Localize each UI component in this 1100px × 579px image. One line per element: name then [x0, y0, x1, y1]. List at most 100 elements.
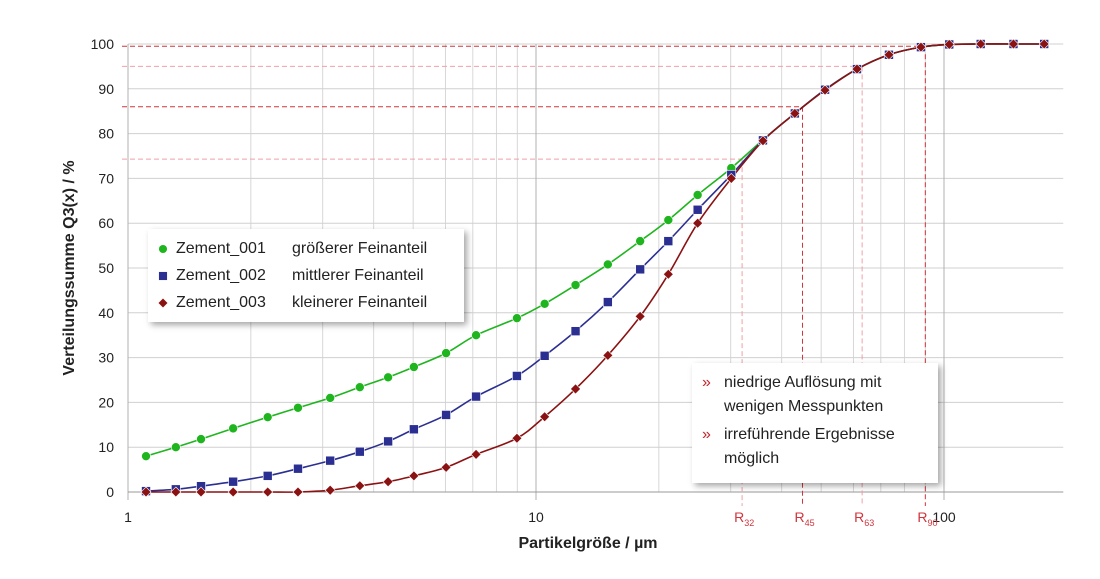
- point: [603, 297, 613, 307]
- point: [789, 108, 801, 119]
- x-tick-label: 10: [528, 509, 544, 525]
- point: [325, 393, 335, 403]
- point: [293, 463, 303, 474]
- legend-description: mittlerer Feinanteil: [292, 266, 424, 284]
- point: [408, 470, 420, 482]
- point: [602, 349, 614, 361]
- point: [262, 471, 273, 481]
- legend-entry: Zement_003 kleinerer Feinanteil: [156, 289, 456, 316]
- point: [539, 299, 550, 309]
- marker-letter: R: [917, 509, 927, 525]
- legend-name: Zement_003: [176, 293, 266, 311]
- legend-entry: Zement_002 mittlerer Feinanteil: [156, 262, 456, 289]
- point: [471, 330, 481, 341]
- point: [570, 383, 581, 395]
- point: [195, 486, 207, 498]
- legend-symbol: [158, 244, 168, 253]
- annotation-item: » irreführende Ergebnisse möglich: [702, 423, 928, 471]
- point: [915, 41, 927, 53]
- y-tick-label: 70: [98, 170, 114, 186]
- point: [603, 259, 613, 270]
- point: [662, 268, 674, 280]
- point: [292, 486, 304, 498]
- point: [355, 446, 365, 457]
- point: [141, 451, 151, 461]
- point: [851, 63, 863, 75]
- point: [441, 348, 451, 358]
- point: [383, 436, 393, 447]
- marker-label: R45: [795, 509, 815, 528]
- point: [512, 313, 522, 323]
- point: [692, 204, 703, 215]
- marker-sub: 63: [864, 518, 874, 528]
- point: [383, 372, 393, 383]
- annotation-text: niedrige Auflösung mit wenigen Messpunkt…: [724, 374, 884, 415]
- point: [512, 371, 522, 381]
- point: [692, 217, 704, 229]
- x-tick-label: 1: [124, 509, 132, 525]
- y-tick-label: 10: [98, 439, 114, 455]
- legend: Zement_001 größerer Feinanteil Zement_002 m…: [148, 229, 464, 322]
- y-axis-title: Verteilungssumme Q3(x) / %: [61, 160, 78, 375]
- point: [440, 461, 452, 473]
- point: [975, 38, 987, 50]
- y-tick-label: 0: [106, 484, 114, 500]
- bullet: »: [702, 426, 711, 443]
- point: [158, 244, 168, 253]
- point: [943, 39, 955, 50]
- point: [228, 476, 238, 487]
- x-tick-label: 100: [932, 509, 956, 525]
- point: [635, 264, 645, 275]
- point: [441, 410, 451, 420]
- point: [1038, 38, 1050, 50]
- point: [634, 310, 646, 322]
- point: [757, 135, 769, 147]
- legend-name: Zement_002: [176, 266, 266, 284]
- legend-name: Zement_001: [176, 239, 266, 257]
- y-tick-label: 80: [98, 126, 114, 142]
- point: [570, 326, 581, 336]
- marker-label: R63: [854, 509, 874, 528]
- y-tick-label: 100: [91, 36, 115, 52]
- y-tick-label: 60: [98, 215, 114, 231]
- point: [228, 423, 238, 434]
- point: [539, 411, 551, 423]
- point: [262, 486, 274, 498]
- marker-label: R90: [917, 509, 937, 528]
- marker-sub: 90: [927, 518, 937, 528]
- point: [409, 362, 419, 372]
- point: [262, 412, 273, 422]
- legend-symbol: [158, 271, 168, 280]
- marker-label: R32: [734, 509, 754, 528]
- point: [325, 455, 335, 466]
- marker-letter: R: [734, 509, 744, 525]
- y-tick-label: 30: [98, 350, 114, 366]
- marker-sub: 32: [744, 518, 754, 528]
- legend-entry: Zement_001 größerer Feinanteil: [156, 235, 456, 262]
- point: [471, 391, 481, 402]
- point: [158, 271, 168, 280]
- annotation-box: » niedrige Auflösung mit wenigen Messpunk…: [692, 363, 938, 483]
- legend-description: größerer Feinanteil: [292, 239, 428, 257]
- point: [382, 476, 394, 488]
- point: [663, 236, 674, 246]
- point: [355, 382, 365, 392]
- point: [196, 434, 206, 444]
- point: [354, 480, 366, 492]
- point: [883, 49, 895, 61]
- point: [539, 351, 550, 361]
- point: [140, 486, 152, 498]
- point: [470, 448, 482, 460]
- marker-sub: 45: [805, 518, 815, 528]
- point: [1008, 38, 1019, 50]
- point: [158, 298, 168, 307]
- legend-description: kleinerer Feinanteil: [292, 293, 428, 311]
- x-axis-title: Partikelgröße / µm: [518, 535, 657, 552]
- point: [819, 84, 831, 96]
- annotation-text: irreführende Ergebnisse möglich: [724, 426, 895, 467]
- point: [663, 215, 674, 225]
- point: [324, 484, 336, 496]
- legend-symbol: [158, 298, 168, 307]
- y-tick-label: 20: [98, 394, 114, 410]
